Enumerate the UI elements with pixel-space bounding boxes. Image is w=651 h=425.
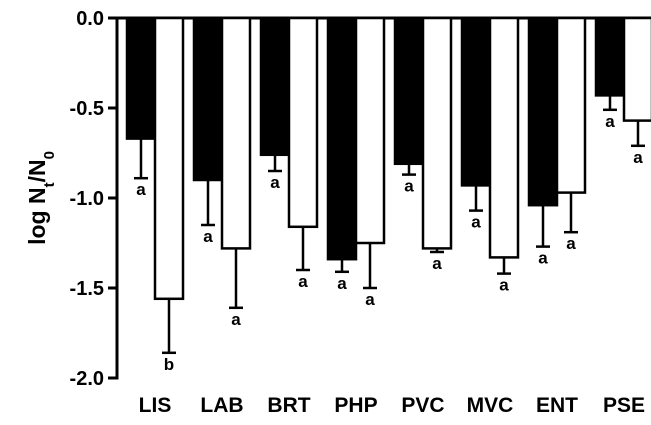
significance-label: a	[231, 310, 241, 329]
significance-label: a	[605, 112, 615, 131]
category-label: PHP	[334, 394, 377, 417]
bar	[326, 16, 358, 261]
significance-label: a	[538, 249, 548, 268]
category-label: LIS	[139, 394, 172, 417]
significance-label: a	[404, 177, 414, 196]
significance-label: a	[499, 276, 509, 295]
bar	[594, 16, 626, 97]
bar	[421, 16, 453, 250]
significance-label: a	[298, 272, 308, 291]
y-axis-title-main: log N	[24, 187, 50, 245]
bar	[622, 16, 651, 122]
y-axis-title-slash: /N	[24, 159, 50, 182]
significance-label: a	[270, 173, 280, 192]
bar	[460, 16, 492, 187]
bar	[354, 16, 386, 245]
significance-label: a	[203, 227, 213, 246]
category-label: BRT	[267, 394, 310, 417]
significance-label: a	[337, 274, 347, 293]
y-axis-title: log Nt/N0	[24, 151, 58, 245]
category-label: ENT	[536, 394, 578, 417]
category-label: LAB	[200, 394, 243, 417]
bar	[153, 16, 185, 301]
bar	[287, 16, 319, 229]
bar	[192, 16, 224, 182]
significance-label: a	[136, 180, 146, 199]
y-tick-label: -1.0	[70, 188, 104, 210]
category-label: PVC	[401, 394, 444, 417]
significance-label: a	[365, 290, 375, 309]
significance-label: a	[566, 234, 576, 253]
y-axis-title-sub-t: t	[41, 182, 58, 187]
y-tick-label: -0.5	[70, 98, 104, 120]
bar	[393, 16, 425, 166]
y-tick-label: 0.0	[76, 8, 104, 30]
bar	[259, 16, 291, 157]
y-tick-label: -2.0	[70, 368, 104, 390]
y-axis-title-sub-0: 0	[41, 151, 58, 159]
bar	[527, 16, 559, 207]
significance-label: a	[432, 254, 442, 273]
plot-area: 0.0-0.5-1.0-1.5-2.0abLISaaLABaaBRTaaPHPa…	[70, 8, 651, 417]
category-label: MVC	[467, 394, 514, 417]
bar	[555, 16, 587, 194]
y-tick-label: -1.5	[70, 278, 104, 300]
significance-label: a	[471, 213, 481, 232]
bar	[220, 16, 252, 250]
category-label: PSE	[603, 394, 645, 417]
significance-label: a	[633, 148, 643, 167]
significance-label: b	[164, 355, 174, 374]
bar	[488, 16, 520, 259]
bar	[125, 16, 157, 140]
